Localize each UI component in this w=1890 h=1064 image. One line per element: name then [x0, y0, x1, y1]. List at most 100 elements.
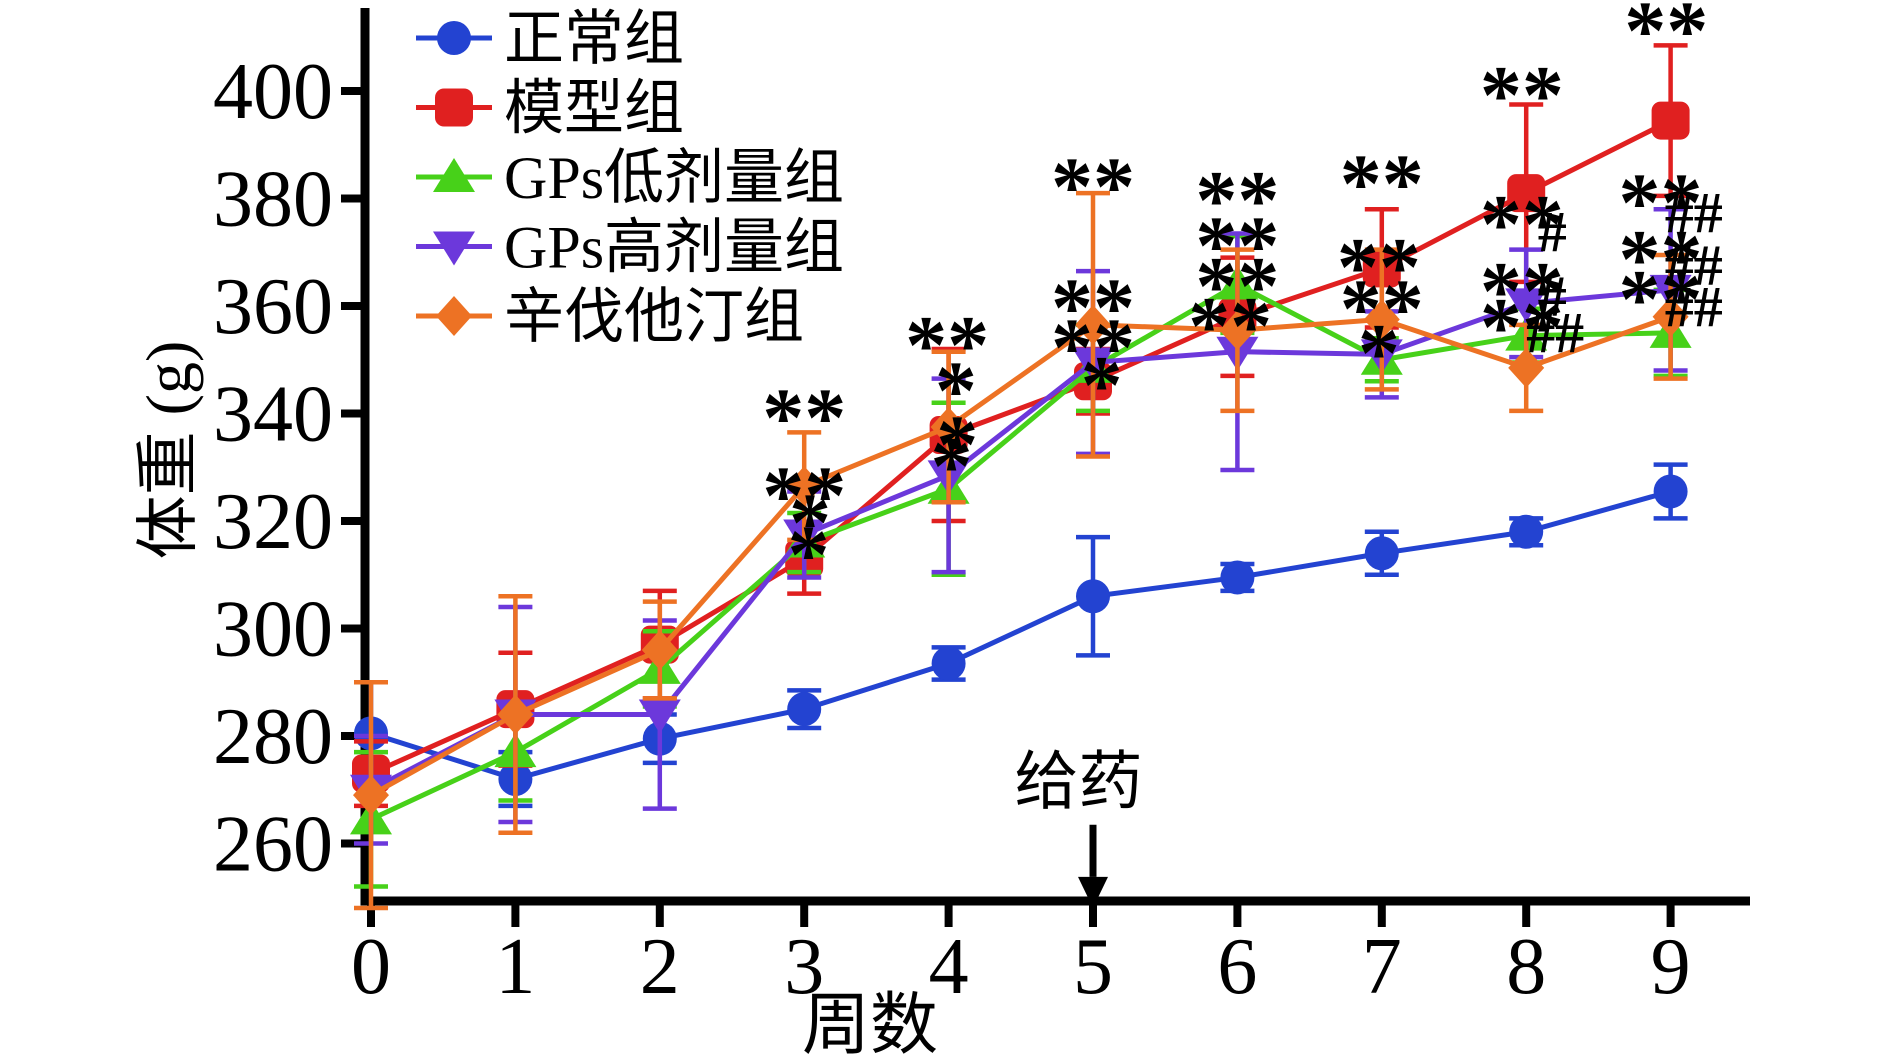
treatment-label: 给药 — [1015, 747, 1143, 818]
x-tick-label: 7 — [1362, 923, 1402, 1011]
x-tick-label: 0 — [351, 923, 391, 1011]
significance-marker: * — [1081, 339, 1123, 432]
significance-marker: ** — [905, 299, 989, 392]
significance-marker: # — [1538, 199, 1567, 264]
significance-marker: ** — [1195, 199, 1279, 292]
treatment-arrow-head — [1078, 876, 1108, 909]
significance-marker: * — [930, 420, 972, 513]
x-tick-label: 1 — [495, 923, 535, 1011]
legend-item-GPs低剂量组: GPs低剂量组 — [416, 145, 844, 211]
x-tick-label: 5 — [1073, 923, 1113, 1011]
significance-marker: * — [789, 476, 831, 569]
y-tick-label: 320 — [213, 478, 333, 566]
data-point-GPs高剂量组-week2 — [638, 699, 681, 734]
data-point-辛伐他汀组-week4 — [930, 406, 967, 447]
x-tick-label: 6 — [1217, 923, 1257, 1011]
legend-label: 模型组 — [504, 76, 684, 142]
significance-annotations: *************************************#**… — [762, 0, 1723, 602]
data-point-模型组-week8 — [1507, 174, 1546, 213]
data-point-模型组-week9 — [1651, 101, 1690, 140]
y-tick-label: 260 — [213, 801, 333, 889]
y-tick-label: 400 — [213, 48, 333, 136]
x-axis-title: 周数 — [802, 987, 938, 1063]
series-line-辛伐他汀组 — [369, 314, 1672, 798]
series-line-正常组 — [370, 489, 1672, 782]
significance-marker: ** — [1480, 49, 1564, 142]
significance-marker: ** — [1051, 302, 1135, 395]
significance-marker: ** — [1340, 138, 1424, 231]
significance-marker: ** — [1195, 154, 1279, 247]
y-tick-label: 340 — [213, 371, 333, 459]
significance-marker: ** — [1618, 156, 1702, 249]
legend-marker-triangle-down — [433, 231, 475, 266]
legend-item-正常组: 正常组 — [416, 6, 684, 72]
significance-marker: * — [788, 509, 830, 602]
x-tick-label: 2 — [640, 923, 680, 1011]
data-point-辛伐他汀组-week0 — [353, 775, 389, 816]
legend-marker-square — [435, 88, 473, 127]
data-point-辛伐他汀组-week5 — [1075, 304, 1111, 345]
x-tick-label: 8 — [1506, 923, 1546, 1011]
significance-marker: ** — [1618, 253, 1702, 346]
y-axis-title: 体重 (g) — [133, 341, 204, 560]
significance-marker: ** — [1480, 281, 1564, 374]
data-point-辛伐他汀组-week3 — [786, 466, 823, 507]
data-point-正常组-week7 — [1364, 536, 1399, 571]
data-point-辛伐他汀组-week7 — [1363, 299, 1400, 340]
legend-label: GPs低剂量组 — [504, 145, 844, 211]
y-tick-label: 360 — [213, 263, 333, 351]
legend-marker-triangle-up — [433, 158, 475, 192]
series-line-GPs低剂量组 — [369, 281, 1671, 822]
data-point-正常组-week4 — [931, 646, 966, 681]
data-point-正常组-week6 — [1220, 560, 1255, 595]
legend-label: 正常组 — [504, 6, 684, 72]
legend-item-辛伐他汀组: 辛伐他汀组 — [416, 284, 804, 350]
data-point-GPs高剂量组-week8 — [1505, 288, 1548, 323]
y-tick-label: 300 — [213, 586, 333, 674]
legend-item-模型组: 模型组 — [416, 76, 684, 142]
significance-marker: * — [935, 345, 977, 438]
data-point-辛伐他汀组-week8 — [1508, 347, 1545, 388]
significance-marker: ** — [1337, 221, 1421, 314]
series-line-GPs高剂量组 — [369, 287, 1671, 792]
significance-marker: ## — [1665, 233, 1723, 298]
data-point-辛伐他汀组-week6 — [1219, 310, 1256, 351]
data-point-辛伐他汀组-week2 — [641, 630, 678, 670]
data-point-正常组-week3 — [787, 692, 822, 727]
data-point-正常组-week5 — [1076, 579, 1110, 614]
data-point-辛伐他汀组-week9 — [1652, 296, 1689, 337]
x-tick-label: 9 — [1651, 923, 1691, 1011]
legend-label: 辛伐他汀组 — [504, 284, 804, 350]
significance-marker: ** — [1340, 262, 1424, 355]
significance-marker: # — [1538, 263, 1567, 328]
significance-marker: ** — [762, 371, 846, 464]
series-line-模型组 — [369, 118, 1672, 776]
series-辛伐他汀组 — [353, 190, 1689, 911]
data-point-正常组-week9 — [1653, 474, 1688, 509]
significance-marker: ** — [1618, 213, 1702, 306]
significance-marker: ** — [1051, 140, 1135, 233]
legend-item-GPs高剂量组: GPs高剂量组 — [416, 215, 844, 281]
x-tick-label: 3 — [784, 923, 824, 1011]
data-point-辛伐他汀组-week1 — [497, 694, 534, 735]
significance-marker: ## — [1526, 300, 1584, 365]
significance-marker: ** — [1624, 0, 1708, 77]
significance-marker: ## — [1665, 180, 1723, 245]
significance-marker: ## — [1665, 274, 1723, 339]
legend-marker-circle — [437, 21, 471, 55]
treatment-annotation: 给药 — [1015, 747, 1143, 909]
significance-marker: ** — [1051, 261, 1135, 354]
significance-marker: ** — [1188, 280, 1272, 373]
data-point-正常组-week8 — [1509, 514, 1544, 549]
axes: 260 280 300 320 340 360 380 400 0 1 2 3 4 5 6 7 8 9 周数 体重 (… — [133, 8, 1750, 1063]
significance-marker: * — [1358, 307, 1400, 400]
significance-marker: * — [936, 398, 978, 491]
significance-marker: ** — [1195, 240, 1279, 333]
legend-label: GPs高剂量组 — [504, 215, 844, 281]
significance-marker: ** — [1480, 178, 1564, 271]
legend-marker-diamond — [436, 296, 472, 336]
y-tick-label: 380 — [213, 156, 333, 244]
